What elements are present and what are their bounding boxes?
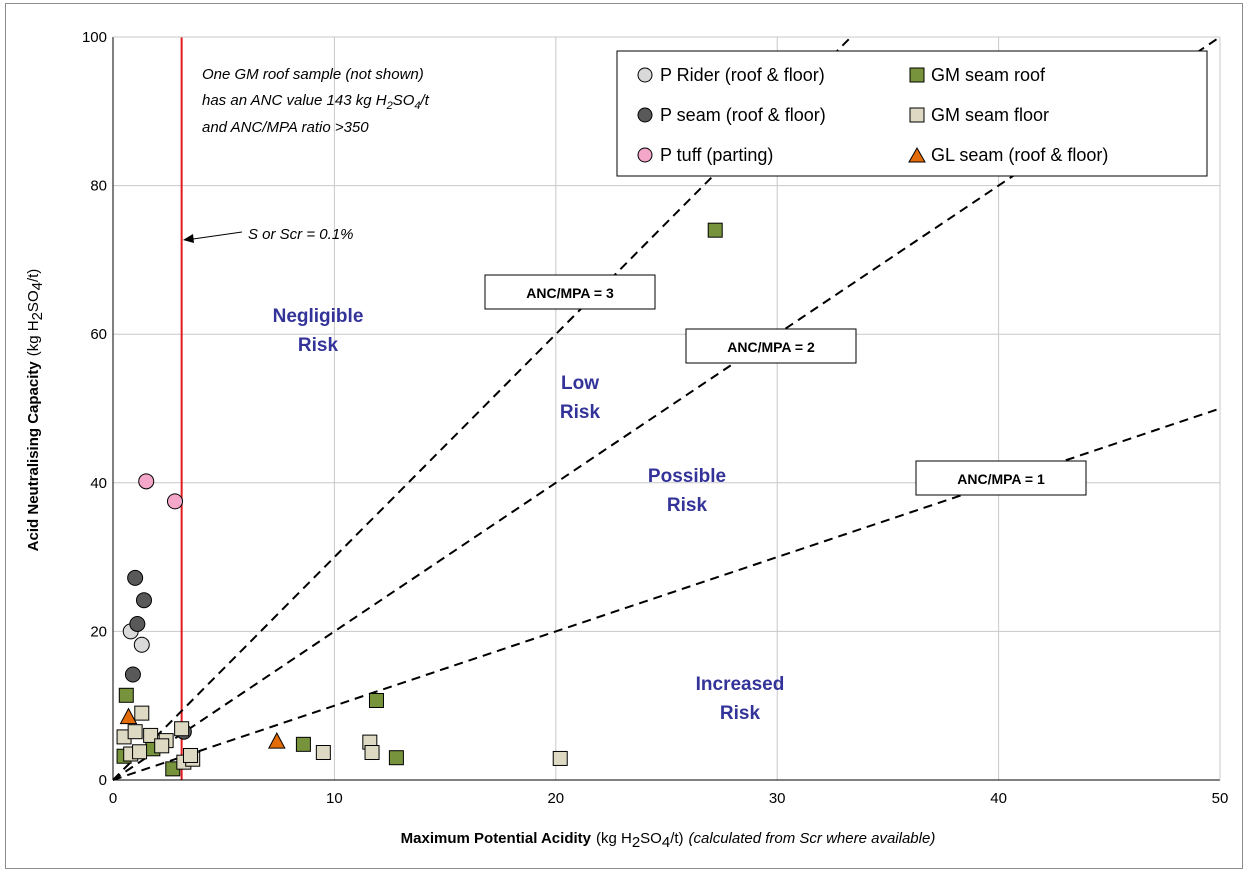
ratio-labels: ANC/MPA = 3 ANC/MPA = 2 ANC/MPA = 1	[484, 274, 1087, 496]
data-point	[154, 738, 170, 754]
data-point	[127, 724, 143, 740]
data-point	[166, 493, 183, 510]
legend-marker-gm-roof	[909, 67, 925, 83]
x-axis-title: Maximum Potential Acidity (kg H2SO4/t) (ca…	[401, 830, 936, 851]
zone-increased-line2: Risk	[720, 703, 761, 724]
data-point	[268, 732, 286, 749]
x-tick-label: 20	[547, 790, 564, 807]
zone-negligible-line2: Risk	[298, 335, 339, 356]
note-line-1: One GM roof sample (not shown)	[202, 66, 424, 83]
note-line-2-sub2: 4	[414, 100, 420, 112]
roof-sample-note: One GM roof sample (not shown) has an AN…	[202, 66, 430, 136]
note-line-2-pre: has an ANC value 143 kg H	[202, 92, 387, 109]
data-point	[124, 666, 141, 683]
zone-low-line1: Low	[561, 373, 599, 394]
legend-label-gm-roof: GM seam roof	[931, 65, 1046, 85]
legend-marker-p-tuff	[637, 147, 653, 163]
x-tick-label: 10	[326, 790, 343, 807]
legend-marker-gl-seam	[908, 146, 926, 163]
y-tick-label: 20	[90, 623, 107, 640]
data-point	[118, 687, 134, 703]
risk-zones: Negligible Risk Low Risk Possible Risk I…	[273, 306, 785, 724]
note-line-2-post: /t	[420, 92, 430, 109]
x-axis-unit-post: /t)	[670, 830, 683, 847]
y-tick-label: 0	[99, 772, 107, 789]
ratio-3-box	[484, 274, 656, 310]
threshold-arrow	[185, 231, 243, 241]
threshold-arrowhead	[183, 234, 194, 243]
ratio-2-box	[685, 328, 857, 364]
x-axis-title-main: Maximum Potential Acidity	[401, 830, 592, 847]
zone-negligible-line1: Negligible	[273, 306, 364, 327]
x-axis-note: (calculated from Scr where available)	[689, 830, 936, 847]
y-axis-unit-post: /t)	[25, 269, 42, 282]
data-point	[138, 473, 155, 490]
data-point	[129, 615, 146, 632]
data-point	[127, 569, 144, 586]
data-point	[132, 744, 148, 760]
legend: P Rider (roof & floor) P seam (roof & fl…	[616, 50, 1208, 177]
legend-label-p-tuff: P tuff (parting)	[660, 145, 773, 165]
y-axis-unit-mid: SO	[25, 290, 42, 312]
zone-low-line2: Risk	[560, 402, 601, 423]
legend-marker-p-rider	[637, 67, 653, 83]
chart-frame	[5, 3, 1243, 869]
data-point	[388, 750, 404, 766]
legend-label-p-seam: P seam (roof & floor)	[660, 105, 826, 125]
data-point	[295, 736, 311, 752]
data-point	[707, 222, 723, 238]
note-line-2-mid: SO	[393, 92, 415, 109]
data-points	[116, 222, 723, 777]
data-point	[364, 745, 380, 761]
x-tick-label: 0	[109, 790, 117, 807]
ratio-1-label: ANC/MPA = 1	[957, 471, 1045, 487]
data-point	[135, 592, 152, 609]
x-tick-label: 50	[1212, 790, 1229, 807]
data-point	[119, 707, 138, 725]
legend-label-gm-floor: GM seam floor	[931, 105, 1049, 125]
threshold-annotation: S or Scr = 0.1%	[183, 226, 353, 243]
ratio-1-box	[915, 460, 1087, 496]
threshold-label: S or Scr = 0.1%	[248, 226, 353, 243]
x-axis-unit-pre: (kg H	[596, 830, 632, 847]
axes	[112, 36, 1221, 781]
y-axis-unit-sub2: 4	[29, 282, 46, 290]
y-axis-title-main: Acid Neutralising Capacity	[25, 361, 42, 552]
y-tick-label: 60	[90, 326, 107, 343]
legend-marker-p-seam	[637, 107, 653, 123]
legend-label-p-rider: P Rider (roof & floor)	[660, 65, 825, 85]
ratio-2-label: ANC/MPA = 2	[727, 339, 815, 355]
zone-possible-line2: Risk	[667, 495, 708, 516]
data-point	[174, 721, 190, 737]
legend-label-gl-seam: GL seam (roof & floor)	[931, 145, 1108, 165]
y-axis-unit-pre: (kg H	[25, 320, 42, 356]
x-axis-unit-mid: SO	[640, 830, 662, 847]
y-tick-label: 80	[90, 178, 107, 195]
y-axis-title: Acid Neutralising Capacity (kg H2SO4/t)	[25, 269, 46, 552]
data-point	[133, 636, 150, 653]
legend-marker-gm-floor	[909, 107, 925, 123]
data-point	[315, 745, 331, 761]
data-point	[143, 727, 159, 743]
tick-labels: 0 10 20 30 40 50 0 20 40 60 80 100	[82, 29, 1228, 807]
x-axis-unit-sub1: 2	[632, 834, 640, 851]
x-tick-label: 30	[769, 790, 786, 807]
x-axis-unit-sub2: 4	[662, 834, 670, 851]
data-point	[552, 750, 568, 766]
y-axis-unit-sub1: 2	[29, 312, 46, 320]
note-line-2: has an ANC value 143 kg H2SO4/t	[202, 92, 430, 112]
zone-increased-line1: Increased	[696, 674, 785, 695]
y-tick-label: 40	[90, 475, 107, 492]
data-point	[368, 692, 384, 708]
data-point	[134, 705, 150, 721]
note-line-3: and ANC/MPA ratio >350	[202, 119, 369, 136]
x-tick-label: 40	[990, 790, 1007, 807]
data-point	[182, 747, 198, 763]
note-line-2-sub1: 2	[386, 100, 393, 112]
y-tick-label: 100	[82, 29, 107, 46]
ratio-3-label: ANC/MPA = 3	[526, 285, 614, 301]
zone-possible-line1: Possible	[648, 466, 726, 487]
